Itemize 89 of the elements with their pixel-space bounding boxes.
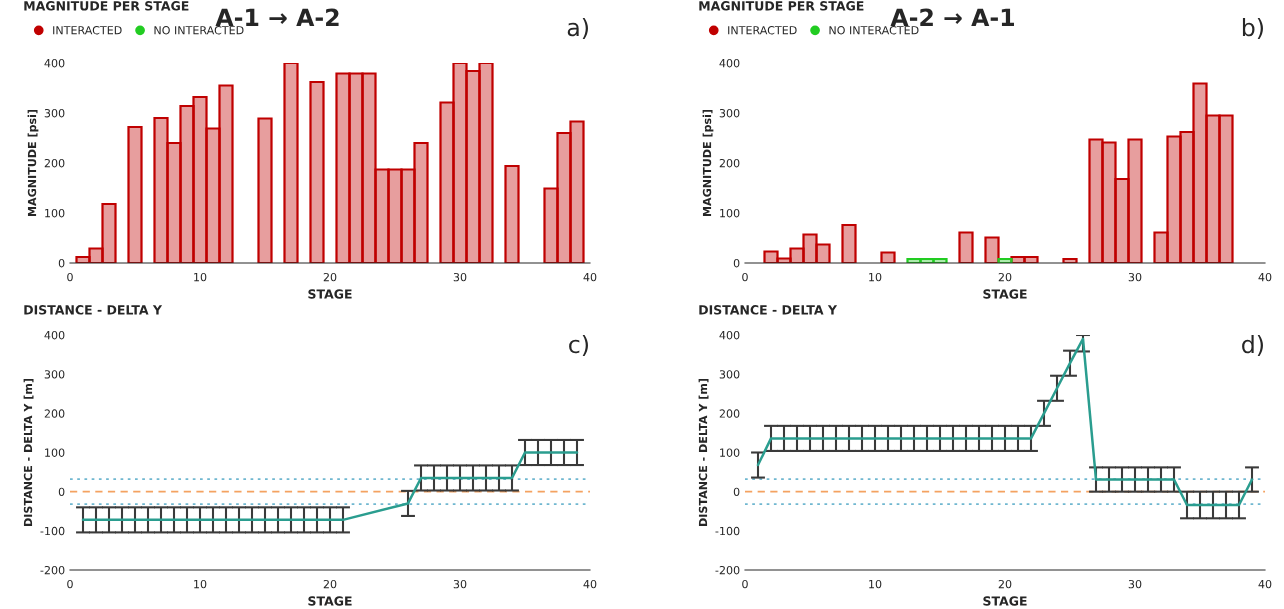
- bar: [283, 63, 299, 263]
- y-tick-label: 300: [44, 370, 65, 379]
- x-tick-label: 10: [869, 579, 882, 589]
- line-series: [81, 451, 579, 522]
- bar: [1101, 141, 1117, 263]
- legend-label: NO INTERACTED: [154, 26, 244, 35]
- bar: [127, 125, 143, 263]
- legend-label: INTERACTED: [53, 26, 122, 35]
- bar: [218, 84, 234, 263]
- y-tick-label: 0: [58, 487, 65, 497]
- legend-label: NO INTERACTED: [829, 26, 919, 35]
- y-tick-label: 100: [45, 448, 65, 457]
- x-tick-label: 20: [323, 579, 337, 589]
- y-tick-label: 0: [58, 258, 65, 268]
- chart-title: DISTANCE - DELTA Y: [699, 305, 838, 315]
- y-axis-title: DISTANCE - DELTA Y [m]: [698, 378, 709, 526]
- y-tick-label: 400: [44, 58, 65, 68]
- y-tick-label: 200: [44, 158, 65, 168]
- y-tick-label: 400: [719, 58, 740, 68]
- bar: [569, 120, 585, 263]
- x-tick-label: 30: [453, 272, 467, 282]
- y-tick-label: -200: [40, 565, 65, 575]
- annotation: c): [569, 335, 588, 357]
- x-tick-label: 0: [67, 272, 73, 282]
- bar: [841, 223, 857, 263]
- chart-title: DISTANCE - DELTA Y: [24, 305, 163, 315]
- text: A-1 → A-2: [215, 8, 339, 26]
- y-tick-label: -200: [715, 565, 740, 575]
- x-tick-label: 10: [869, 272, 882, 282]
- bar: [478, 63, 494, 263]
- x-tick-label: 30: [453, 579, 467, 589]
- x-tick-label: 40: [1258, 272, 1272, 282]
- y-tick-label: 0: [733, 258, 740, 268]
- bar: [1127, 138, 1143, 263]
- annotation: d): [1242, 335, 1263, 357]
- x-tick-label: 10: [194, 579, 207, 589]
- x-axis-title: STAGE: [983, 596, 1027, 606]
- y-tick-label: 300: [719, 108, 740, 118]
- bar: [257, 117, 273, 263]
- y-tick-label: 300: [44, 108, 65, 118]
- text: a): [567, 18, 588, 40]
- y-tick-label: 200: [44, 409, 65, 418]
- chart-title: MAGNITUDE PER STAGE: [699, 1, 864, 11]
- x-tick-label: 0: [67, 579, 73, 589]
- bar: [1023, 255, 1039, 263]
- y-tick-label: 100: [45, 208, 65, 218]
- x-tick-label: 0: [742, 579, 748, 589]
- y-axis-title: MAGNITUDE [psi]: [27, 109, 39, 216]
- x-tick-label: 30: [1128, 272, 1142, 282]
- y-tick-label: 200: [719, 409, 740, 418]
- bar: [763, 250, 779, 263]
- bar: [984, 236, 1000, 263]
- x-tick-label: 30: [1128, 579, 1142, 589]
- x-tick-label: 40: [583, 579, 597, 589]
- legend-label: INTERACTED: [728, 26, 797, 35]
- x-tick-label: 40: [1258, 579, 1272, 589]
- y-axis-title: DISTANCE - DELTA Y [m]: [23, 378, 34, 526]
- x-axis-title: STAGE: [308, 289, 352, 299]
- x-tick-label: 10: [194, 272, 207, 282]
- x-tick-label: 20: [998, 272, 1012, 282]
- y-tick-label: 100: [720, 208, 740, 218]
- bar: [504, 164, 520, 263]
- bar: [802, 233, 818, 263]
- text: b): [1242, 18, 1263, 40]
- y-tick-label: 400: [44, 330, 65, 340]
- bar: [958, 231, 974, 263]
- text: A-2 → A-1: [890, 8, 1014, 26]
- x-tick-label: 20: [323, 272, 337, 282]
- y-tick-label: 100: [720, 448, 740, 457]
- x-tick-label: 40: [583, 272, 597, 282]
- y-tick-label: 200: [719, 158, 740, 168]
- x-tick-label: 0: [742, 272, 748, 282]
- bar: [361, 72, 377, 263]
- x-tick-label: 20: [998, 579, 1012, 589]
- y-axis-title: MAGNITUDE [psi]: [702, 109, 714, 216]
- bar: [880, 251, 896, 263]
- x-axis-title: STAGE: [983, 289, 1027, 299]
- bar: [101, 202, 117, 263]
- chart-title: MAGNITUDE PER STAGE: [24, 1, 189, 11]
- bar: [815, 243, 831, 263]
- bar: [413, 141, 429, 263]
- y-tick-label: 300: [719, 370, 740, 379]
- bar: [309, 80, 325, 263]
- y-tick-label: -100: [715, 526, 740, 536]
- bar: [1218, 114, 1234, 263]
- y-tick-label: 400: [719, 330, 740, 340]
- x-axis-title: STAGE: [308, 596, 352, 606]
- y-tick-label: 0: [733, 487, 740, 497]
- y-tick-label: -100: [40, 526, 65, 536]
